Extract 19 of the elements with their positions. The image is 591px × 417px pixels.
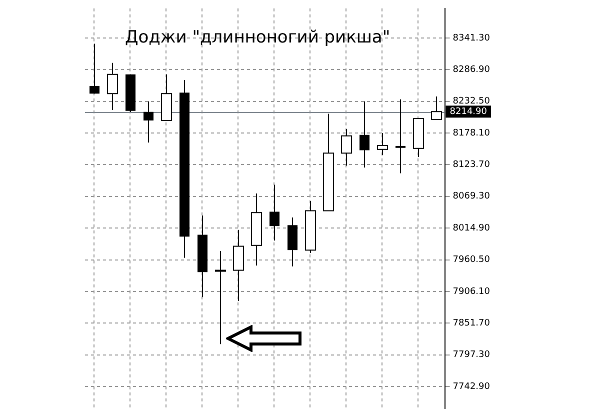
y-tick-label: 8341.30	[452, 33, 490, 44]
y-tick-label: 7906.10	[452, 286, 490, 297]
candlestick	[396, 98, 406, 174]
candlestick	[90, 43, 100, 94]
y-tick-label: 7960.50	[452, 255, 490, 266]
y-tick-label: 7797.30	[452, 350, 490, 360]
y-tick-label: 8178.10	[452, 128, 490, 138]
y-tick-label: 7851.70	[452, 318, 490, 328]
candlestick	[360, 100, 370, 168]
candlestick	[144, 100, 154, 144]
ref-line-label: 8214.90	[450, 106, 488, 117]
candlestick	[270, 184, 280, 241]
y-tick-label: 8123.70	[452, 160, 490, 170]
y-tick-label: 8232.50	[452, 96, 490, 107]
y-tick-label: 8069.30	[452, 192, 490, 202]
y-tick-label: 7742.90	[452, 382, 490, 392]
y-tick-label: 8286.90	[452, 64, 490, 75]
y-tick-label: 8014.90	[452, 223, 490, 234]
text: Доджи "длинноногий рикша"	[125, 27, 390, 48]
